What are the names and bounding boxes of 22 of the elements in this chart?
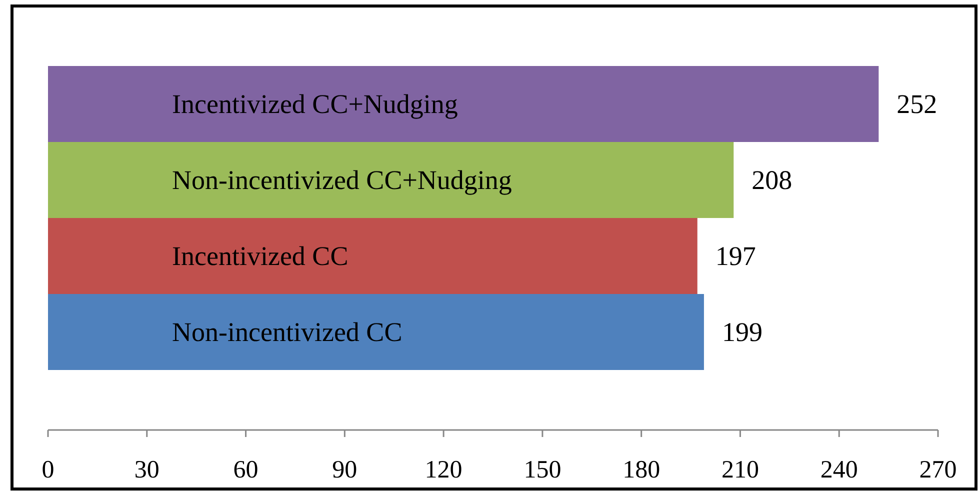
x-tick-label: 90: [332, 456, 358, 484]
x-tick-label: 0: [42, 456, 54, 484]
bar: [48, 218, 698, 294]
data-label: 197: [715, 241, 756, 271]
y-tick-label: Non-incentivized CC: [172, 317, 402, 347]
x-tick-label: 30: [134, 456, 160, 484]
bar: [48, 66, 879, 142]
bar: [48, 142, 734, 218]
x-tick-label: 60: [233, 456, 258, 484]
data-label: 208: [752, 165, 792, 195]
x-tick-label: 150: [524, 456, 562, 484]
bar: [48, 294, 704, 370]
y-tick-label: Incentivized CC: [172, 241, 348, 271]
data-label: 199: [722, 317, 762, 347]
x-tick-label: 180: [622, 456, 660, 484]
x-tick-label: 270: [919, 456, 957, 484]
x-tick-label: 120: [424, 456, 462, 484]
y-tick-label: Non-incentivized CC+Nudging: [172, 165, 512, 195]
y-tick-label: Incentivized CC+Nudging: [172, 89, 458, 119]
x-tick-label: 210: [721, 456, 759, 484]
x-tick-label: 240: [820, 456, 858, 484]
data-label: 252: [896, 89, 938, 119]
